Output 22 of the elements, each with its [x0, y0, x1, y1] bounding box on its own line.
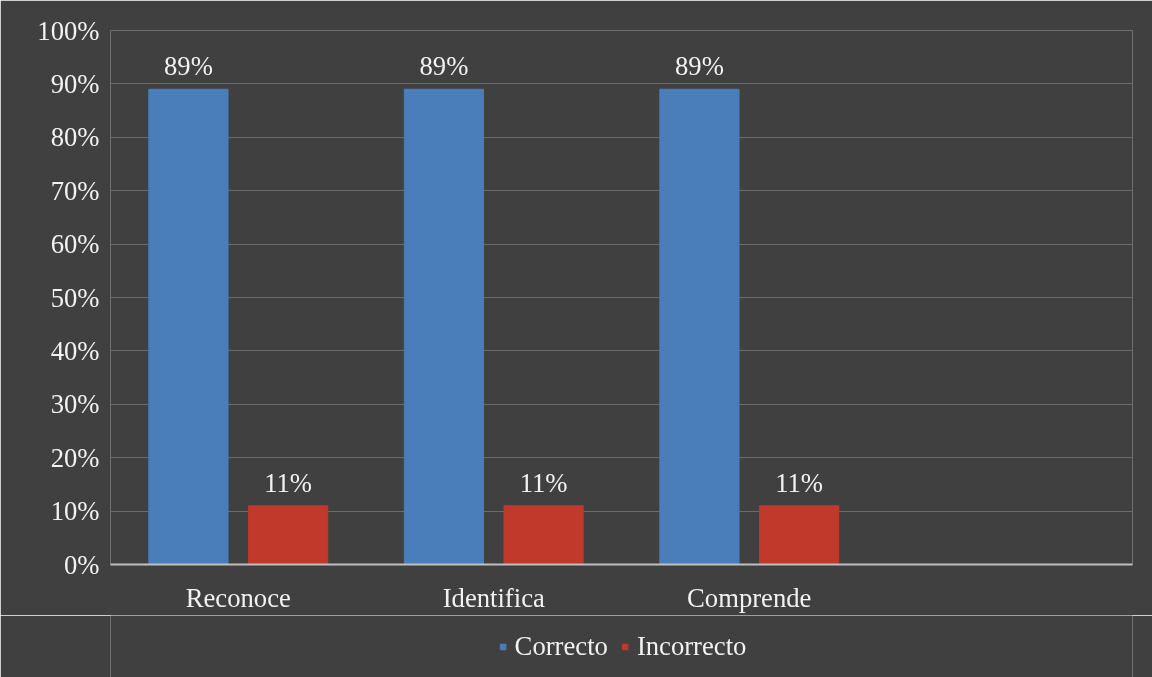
data-label: 11% [264, 467, 313, 498]
y-tick-label: 50% [50, 282, 100, 313]
y-tick-label: 80% [50, 122, 100, 153]
data-label: 89% [419, 51, 469, 82]
y-tick-label: 90% [50, 68, 100, 99]
y-tick-label: 10% [50, 496, 100, 527]
legend-label: Correcto [514, 630, 608, 662]
x-tick-label: Reconoce [185, 582, 291, 613]
legend-label: Incorrecto [636, 630, 747, 662]
y-tick-label: 30% [50, 389, 100, 420]
x-tick-label: Identifica [442, 582, 545, 613]
y-tick-label: 100% [37, 15, 100, 46]
y-tick-label: 20% [50, 442, 100, 473]
y-tick-label: 40% [50, 335, 100, 366]
data-label: 89% [164, 51, 213, 82]
data-label: 89% [675, 51, 724, 82]
y-tick-label: 60% [50, 229, 100, 260]
data-label: 11% [519, 467, 568, 498]
x-tick-label: Comprende [687, 582, 812, 613]
y-tick-label: 0% [63, 549, 100, 580]
y-tick-label: 70% [50, 175, 100, 206]
data-label: 11% [775, 467, 824, 498]
